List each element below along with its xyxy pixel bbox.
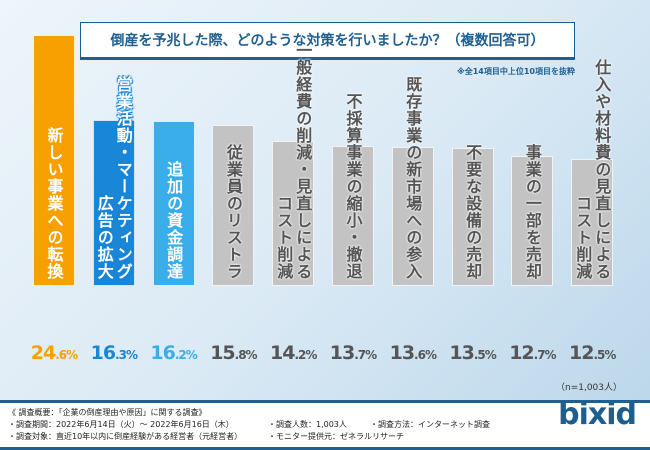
value-label: 16.3% <box>90 342 138 364</box>
footer-period: ・調査期間：2022年6月14日（火）～ 2022年6月16日（木） <box>8 420 234 429</box>
value-label: 13.5% <box>449 342 496 364</box>
bar-label-line: 既存事業の新市場への参入 <box>403 76 423 280</box>
bar <box>571 158 614 286</box>
bar-label-line: コスト削減 <box>274 195 294 280</box>
bar-label: 不採算事業の縮小・撤退 <box>327 93 379 280</box>
chart-title: 倒産を予兆した際、どのような対策を行いましたか？（複数回答可） <box>80 22 575 60</box>
bixid-logo: bixid <box>558 397 637 432</box>
bar-label: 既存事業の新市場への参入 <box>387 76 439 280</box>
bar <box>92 119 135 286</box>
bar-label-line: 一般経費の削減・見直しによる <box>293 42 313 280</box>
bar-label: 追加の資金調達 <box>148 161 200 280</box>
bar-label-line: 不採算事業の縮小・撤退 <box>343 93 363 280</box>
title-text: 倒産を予兆した際、どのような対策を行いましたか？（複数回答可） <box>110 33 545 49</box>
sample-size: （n=1,003人） <box>555 383 622 393</box>
survey-footer: 《 調査概要：「企業の倒産理由や原因」に関する調査》 ・調査期間：2022年6月… <box>0 400 650 450</box>
bar-label-line: 追加の資金調達 <box>164 161 184 280</box>
footer-method: ・調査方法：インターネット調査 <box>370 420 490 429</box>
value-label: 16.2% <box>150 342 197 364</box>
bar-label-line: 不要な設備の売却 <box>463 144 483 280</box>
bar-chart: 新しい事業への転換 24.6% 営業活動・マーケティング 広告の拡大 16.3% 追加の資… <box>28 35 618 364</box>
bar <box>391 147 434 286</box>
bar-label: 営業活動・マーケティング 広告の拡大 <box>88 76 140 280</box>
bar-label: 新しい事業への転換 <box>28 127 80 280</box>
bar <box>511 156 554 286</box>
bar-label-line: 営業活動・マーケティング <box>113 76 133 280</box>
bar-label: 不要な設備の売却 <box>447 144 499 280</box>
bar <box>33 35 75 286</box>
value-label: 24.6% <box>30 342 78 364</box>
value-label: 13.7% <box>329 342 377 364</box>
bar-label: 仕入や材料費の見直しによる コスト削減 <box>566 59 618 280</box>
bar-label-line: 仕入や材料費の見直しによる <box>592 59 612 280</box>
value-label: 14.2% <box>269 342 317 364</box>
value-label: 12.7% <box>509 342 556 364</box>
footer-count: ・調査人数：1,003人 <box>268 420 347 429</box>
chart-note: ※全14項目中上位10項目を抜粋 <box>456 67 575 76</box>
bar-label: 事業の一部を売却 <box>506 144 558 280</box>
value-label: 13.6% <box>389 342 437 364</box>
bar-label-line: 事業の一部を売却 <box>522 144 542 280</box>
bar-label: 従業員のリストラ <box>207 144 259 280</box>
value-label: 15.8% <box>210 342 257 364</box>
bar-label-line: コスト削減 <box>573 195 593 280</box>
bar-label-line: 従業員のリストラ <box>223 144 243 280</box>
footer-target: ・調査対象：直近10年以内に倒産経験がある経営者（元経営者） <box>8 432 243 441</box>
bar <box>152 120 195 286</box>
value-label: 12.5% <box>568 342 616 364</box>
bar <box>451 148 494 286</box>
bar <box>332 146 374 286</box>
footer-provider: ・モニター提供元：ゼネラルリサーチ <box>268 432 404 441</box>
bar-label: 一般経費の削減・見直しによる コスト削減 <box>267 42 319 280</box>
bar-label-line: 広告の拡大 <box>94 195 114 280</box>
bar-label-line: 新しい事業への転換 <box>44 127 64 280</box>
footer-heading: 《 調査概要：「企業の倒産理由や原因」に関する調査》 <box>8 408 207 417</box>
bar <box>212 124 255 286</box>
bar <box>272 141 315 286</box>
